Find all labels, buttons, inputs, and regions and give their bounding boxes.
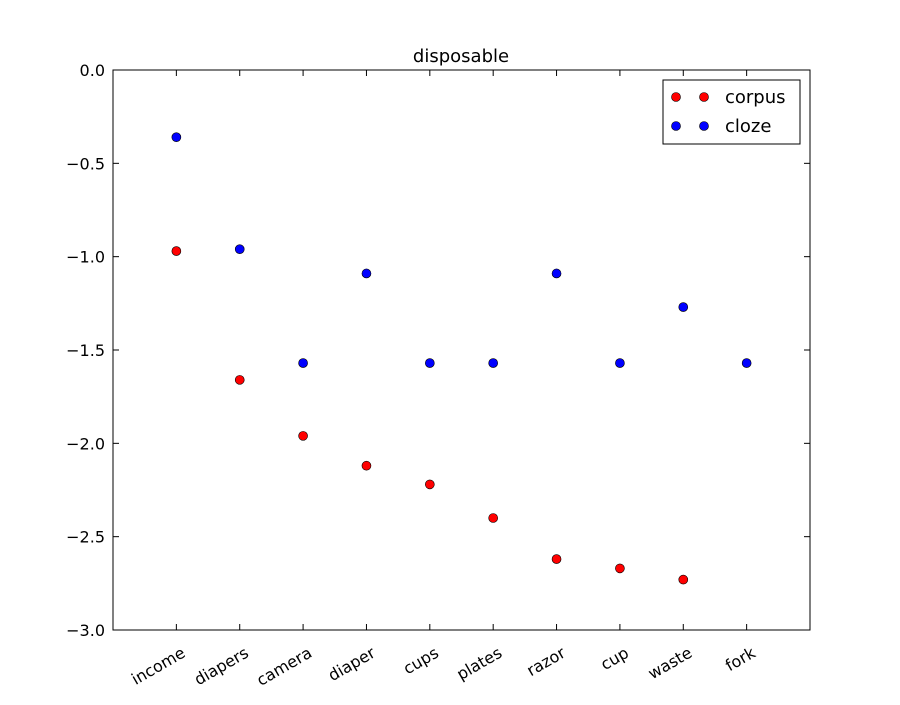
x-tick-label: income xyxy=(128,643,188,689)
cloze-point xyxy=(171,132,182,142)
corpus-point xyxy=(615,563,625,574)
legend-box xyxy=(662,79,801,145)
y-tick-label: −2.5 xyxy=(66,528,105,547)
y-axis-ticks: 0.0 −0.5 −1.0 −1.5 −2.0 −2.5 −3.0 xyxy=(66,61,810,640)
legend-marker-corpus xyxy=(671,92,681,102)
corpus-point xyxy=(488,513,498,523)
corpus-point xyxy=(361,460,372,471)
legend-label-cloze: cloze xyxy=(725,116,771,137)
corpus-point xyxy=(234,375,245,385)
x-tick-label: razor xyxy=(523,643,569,680)
corpus-point xyxy=(678,574,689,585)
chart-title: disposable xyxy=(413,46,509,67)
cloze-point xyxy=(298,358,308,368)
x-tick-label: plates xyxy=(453,643,505,684)
cloze-point xyxy=(551,268,562,279)
cloze-point xyxy=(361,268,372,279)
cloze-point xyxy=(615,358,625,368)
y-tick-label: −1.5 xyxy=(66,341,105,360)
cloze-point xyxy=(678,302,689,312)
corpus-point xyxy=(425,479,435,490)
x-tick-label: fork xyxy=(722,643,759,675)
corpus-point xyxy=(298,431,308,441)
corpus-point xyxy=(551,554,562,564)
legend: corpus cloze xyxy=(662,79,801,145)
x-tick-label: cup xyxy=(597,643,632,674)
corpus-point xyxy=(171,246,182,256)
plot-frame xyxy=(112,69,811,631)
x-axis-ticks: income diapers camera diaper cups plates razor… xyxy=(128,70,759,690)
y-tick-label: −3.0 xyxy=(66,621,105,640)
x-tick-label: camera xyxy=(253,643,315,690)
cloze-point xyxy=(425,358,435,368)
x-tick-label: diapers xyxy=(191,643,252,689)
legend-marker-corpus xyxy=(699,92,709,102)
y-tick-label: 0.0 xyxy=(80,61,105,80)
y-tick-label: −2.0 xyxy=(66,434,105,453)
cloze-point xyxy=(488,358,498,368)
cloze-point xyxy=(234,244,245,254)
data-points xyxy=(171,132,752,585)
y-tick-label: −1.0 xyxy=(66,248,105,267)
legend-marker-cloze xyxy=(699,121,709,131)
cloze-point xyxy=(741,358,752,368)
y-tick-label: −0.5 xyxy=(66,154,105,173)
x-tick-label: diaper xyxy=(325,643,379,685)
x-tick-label: cups xyxy=(400,643,442,678)
legend-marker-cloze xyxy=(671,121,681,131)
legend-label-corpus: corpus xyxy=(725,87,786,108)
x-tick-label: waste xyxy=(645,643,696,683)
